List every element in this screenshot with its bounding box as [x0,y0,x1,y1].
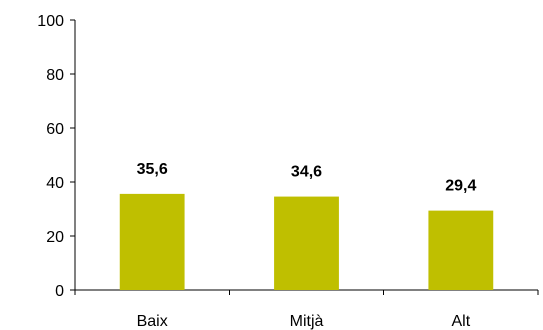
data-labels: 35,6 34,6 29,4 [137,161,477,195]
bars [119,193,494,290]
bar [119,193,185,290]
y-tick-label: 0 [55,283,64,300]
y-tick-label: 60 [46,121,64,138]
y-tick-label: 100 [37,13,64,30]
x-axis: Baix Mitjà Alt [74,289,539,330]
y-tick-label: 40 [46,175,64,192]
bar-value-label: 34,6 [291,164,322,181]
x-tick-label: Baix [137,313,168,330]
bar-value-label: 29,4 [445,178,476,195]
bar-value-label: 35,6 [137,161,168,178]
y-tick-label: 20 [46,229,64,246]
y-axis: 0 20 40 60 80 100 [37,13,76,300]
bar [428,210,494,290]
y-tick-label: 80 [46,67,64,84]
x-tick-label: Mitjà [290,313,324,330]
x-tick-label: Alt [451,313,470,330]
bar [274,196,339,290]
